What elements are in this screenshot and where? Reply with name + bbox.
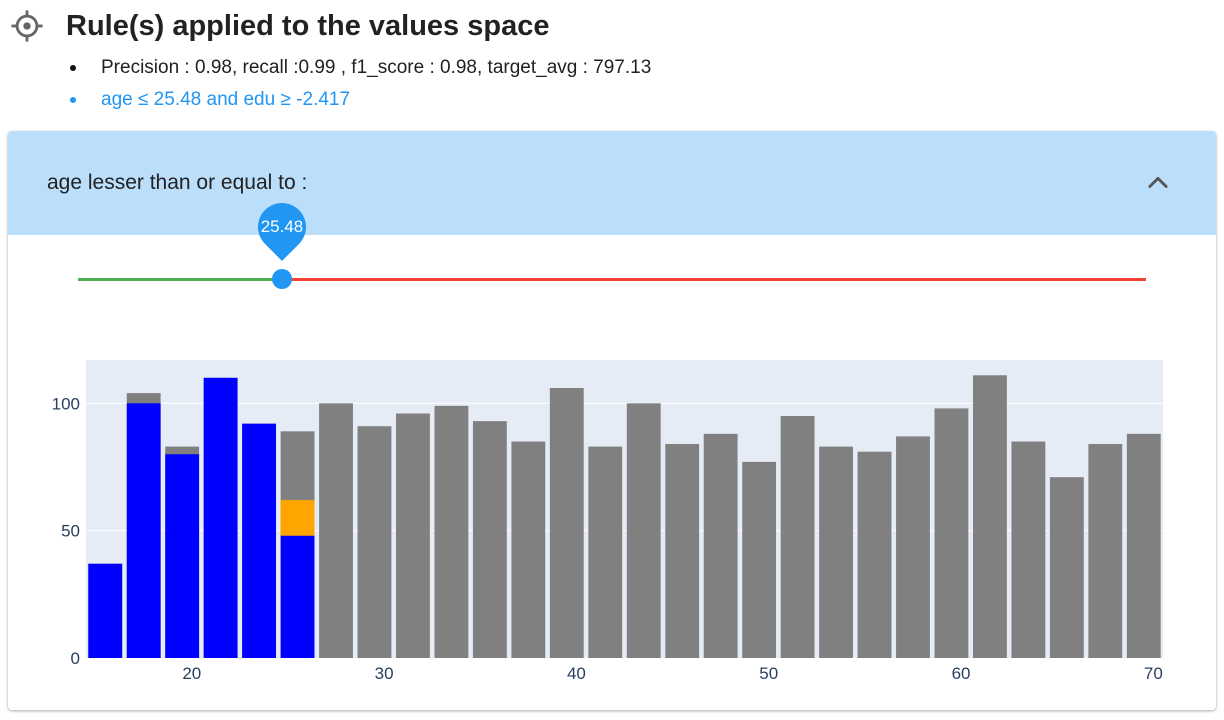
bar-all — [896, 436, 930, 658]
rule-panel: age lesser than or equal to : 25.48 0 50 1… — [8, 131, 1216, 710]
bar-selected — [88, 563, 123, 658]
x-tick-label: 50 — [759, 664, 778, 683]
bar-all — [665, 444, 700, 658]
bar-all — [511, 441, 546, 658]
bar-all — [1126, 433, 1161, 658]
bar-all — [703, 433, 738, 658]
rule-panel-header[interactable]: age lesser than or equal to : — [8, 131, 1216, 235]
slider-thumb[interactable] — [271, 269, 292, 289]
bar-selected — [165, 454, 200, 658]
bar-all — [588, 446, 623, 658]
bar-selected — [126, 403, 161, 658]
bar-all — [972, 375, 1007, 658]
bar-all — [1011, 441, 1046, 658]
bar-all — [626, 403, 661, 658]
rule-panel-title: age lesser than or equal to : — [47, 171, 308, 194]
chevron-up-icon[interactable] — [1144, 169, 1172, 197]
bar-all — [742, 461, 777, 658]
age-histogram: 0 50 100 20 30 40 50 60 70 — [52, 360, 1163, 683]
bullet-icon — [70, 97, 76, 103]
slider-rail-right — [281, 278, 1146, 281]
rule-summary-list: Precision : 0.98, recall :0.99 , f1_scor… — [70, 52, 651, 116]
bullet-icon — [70, 65, 76, 71]
header — [10, 8, 44, 44]
metrics-item: Precision : 0.98, recall :0.99 , f1_scor… — [70, 52, 651, 84]
slider-rail-left — [78, 278, 282, 281]
bar-all — [934, 408, 969, 658]
bar-selected — [242, 423, 277, 658]
bar-selected — [203, 377, 238, 658]
bar-all — [396, 413, 430, 658]
page-title: Rule(s) applied to the values space — [66, 10, 550, 42]
age-threshold-slider[interactable]: 25.48 — [78, 193, 1146, 311]
rule-item: age ≤ 25.48 and edu ≥ -2.417 — [70, 84, 651, 116]
y-tick-label: 100 — [52, 394, 80, 413]
bar-all — [434, 405, 469, 658]
y-tick-label: 0 — [71, 649, 80, 668]
bar-all — [1049, 477, 1084, 658]
x-tick-label: 20 — [182, 664, 201, 683]
metrics-text: Precision : 0.98, recall :0.99 , f1_scor… — [101, 57, 652, 78]
y-tick-label: 50 — [61, 522, 80, 541]
bar-all — [780, 416, 815, 658]
rule-text: age ≤ 25.48 and edu ≥ -2.417 — [101, 89, 351, 110]
bar-all — [357, 426, 392, 658]
bar-all — [319, 403, 353, 658]
bar-selected — [280, 535, 315, 658]
x-tick-label: 30 — [375, 664, 394, 683]
bar-all — [1088, 444, 1123, 658]
bar-all — [819, 446, 853, 658]
bar-all — [857, 451, 892, 658]
x-tick-label: 40 — [567, 664, 586, 683]
crosshair-icon — [11, 10, 43, 42]
x-tick-label: 60 — [952, 664, 971, 683]
x-tick-label: 70 — [1144, 664, 1163, 683]
bar-all — [472, 421, 507, 658]
bar-all — [549, 388, 584, 658]
